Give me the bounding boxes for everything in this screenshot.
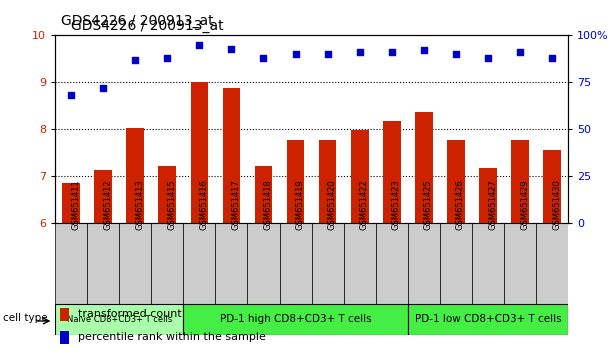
Bar	[62, 183, 80, 223]
Point	[130, 57, 140, 63]
Text: PD-1 low CD8+CD3+ T cells: PD-1 low CD8+CD3+ T cells	[415, 314, 562, 325]
Bar	[191, 82, 208, 223]
Point	[355, 50, 365, 55]
Bar	[55, 304, 183, 335]
Bar	[55, 223, 87, 304]
Point	[66, 93, 76, 98]
Text: percentile rank within the sample: percentile rank within the sample	[78, 332, 266, 342]
Text: GSM651429: GSM651429	[520, 179, 529, 229]
Bar	[312, 223, 343, 304]
Bar	[479, 168, 497, 223]
Text: GSM651430: GSM651430	[552, 179, 561, 229]
Bar	[183, 223, 216, 304]
Bar	[511, 140, 529, 223]
Text: GSM651422: GSM651422	[360, 179, 368, 229]
Bar	[343, 223, 376, 304]
Point	[258, 55, 268, 61]
Bar	[472, 223, 504, 304]
Bar	[351, 130, 368, 223]
Text: GSM651423: GSM651423	[392, 179, 401, 229]
Point	[323, 51, 332, 57]
Point	[483, 55, 493, 61]
Text: GSM651427: GSM651427	[488, 179, 497, 229]
Text: GDS4226 / 200913_at: GDS4226 / 200913_at	[61, 14, 214, 28]
Point	[419, 47, 429, 53]
Bar	[247, 223, 280, 304]
Text: GSM651412: GSM651412	[103, 179, 112, 229]
Text: transformed count: transformed count	[78, 309, 182, 319]
Point	[547, 55, 557, 61]
Point	[387, 50, 397, 55]
Bar	[408, 304, 568, 335]
Bar	[319, 140, 337, 223]
Point	[163, 55, 172, 61]
Bar	[383, 121, 401, 223]
Bar	[126, 128, 144, 223]
Point	[194, 42, 204, 47]
Bar	[408, 223, 440, 304]
Text: cell type: cell type	[2, 313, 48, 323]
Bar	[216, 223, 247, 304]
Text: GSM651420: GSM651420	[327, 179, 337, 229]
Bar	[158, 166, 176, 223]
Text: GSM651417: GSM651417	[232, 179, 240, 229]
Text: GSM651419: GSM651419	[296, 179, 304, 229]
Bar	[183, 304, 408, 335]
Bar	[94, 171, 112, 223]
Bar	[447, 140, 465, 223]
Bar	[60, 308, 70, 321]
Bar	[119, 223, 152, 304]
Bar	[543, 150, 561, 223]
Text: PD-1 high CD8+CD3+ T cells: PD-1 high CD8+CD3+ T cells	[220, 314, 371, 325]
Text: GSM651416: GSM651416	[199, 179, 208, 229]
Text: GSM651415: GSM651415	[167, 179, 176, 229]
Text: GSM651411: GSM651411	[71, 179, 80, 229]
Bar	[536, 223, 568, 304]
Bar	[287, 140, 304, 223]
Bar	[255, 166, 273, 223]
Point	[291, 51, 301, 57]
Text: GSM651413: GSM651413	[135, 179, 144, 229]
Point	[98, 85, 108, 91]
Bar	[415, 112, 433, 223]
Text: Naive CD8+CD3+ T cells: Naive CD8+CD3+ T cells	[67, 315, 172, 324]
Text: GSM651418: GSM651418	[263, 179, 273, 229]
Bar	[376, 223, 408, 304]
Text: GSM651425: GSM651425	[424, 179, 433, 229]
Text: GDS4226 / 200913_at: GDS4226 / 200913_at	[71, 19, 224, 33]
Bar	[222, 88, 240, 223]
Bar	[87, 223, 119, 304]
Point	[515, 50, 525, 55]
Bar	[60, 331, 70, 343]
Bar	[504, 223, 536, 304]
Point	[227, 46, 236, 51]
Point	[451, 51, 461, 57]
Bar	[280, 223, 312, 304]
Bar	[440, 223, 472, 304]
Bar	[152, 223, 183, 304]
Text: GSM651426: GSM651426	[456, 179, 465, 229]
